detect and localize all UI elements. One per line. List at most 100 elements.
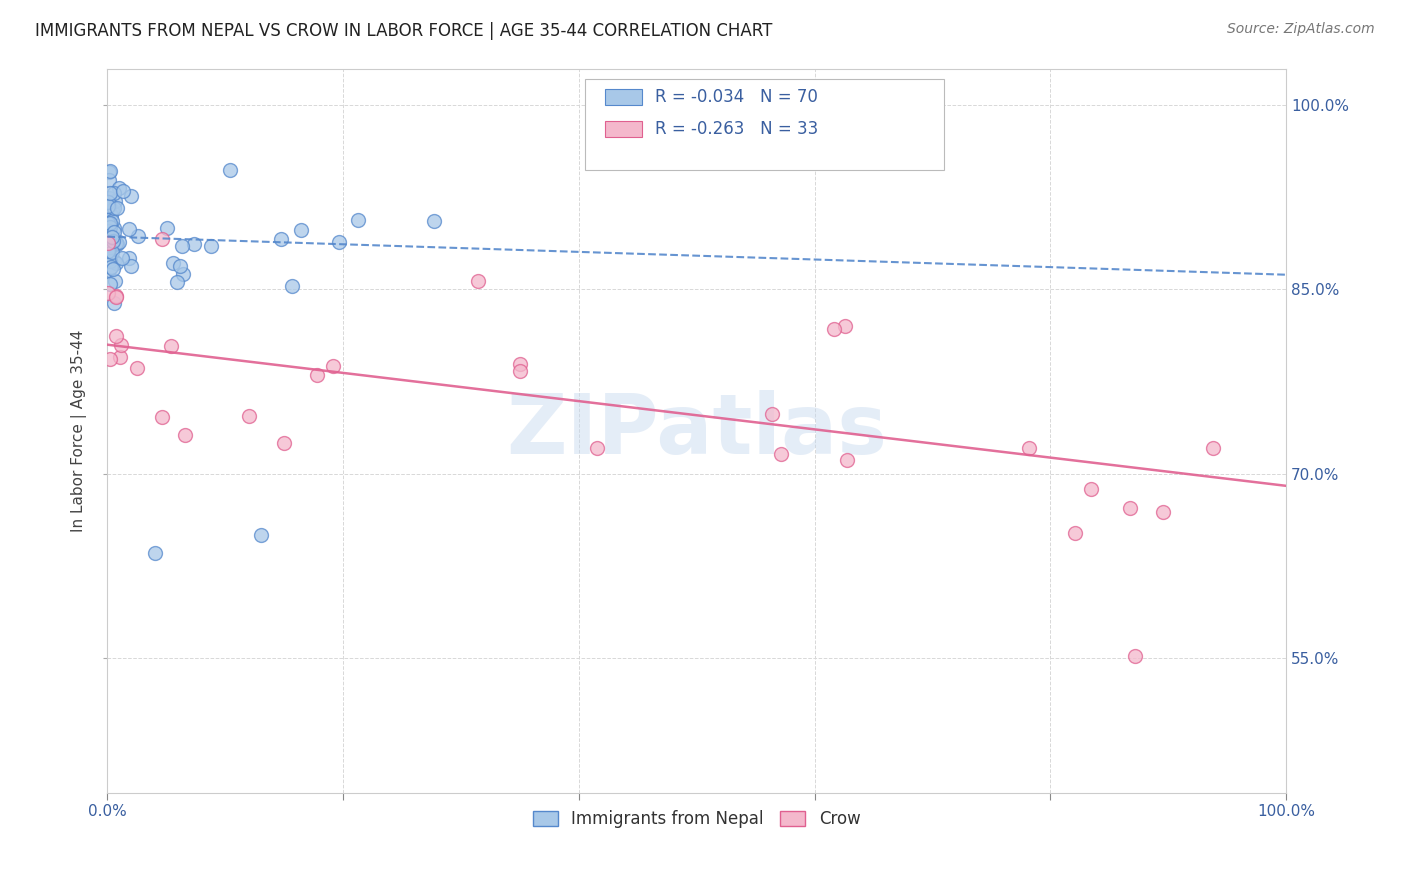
Point xyxy=(1080,482,1102,496)
Point xyxy=(97,247,120,261)
Point xyxy=(101,234,124,248)
Point xyxy=(103,225,125,239)
Point xyxy=(104,328,127,343)
Point xyxy=(98,199,121,213)
Text: IMMIGRANTS FROM NEPAL VS CROW IN LABOR FORCE | AGE 35-44 CORRELATION CHART: IMMIGRANTS FROM NEPAL VS CROW IN LABOR F… xyxy=(35,22,772,40)
Point xyxy=(103,221,125,235)
Point xyxy=(101,244,124,259)
Point xyxy=(823,322,845,336)
Point xyxy=(1202,441,1225,455)
Point xyxy=(97,242,120,256)
Point xyxy=(103,295,125,310)
Point xyxy=(162,256,184,270)
Point xyxy=(160,339,183,353)
Point xyxy=(108,350,131,364)
Point xyxy=(509,364,531,378)
Point xyxy=(100,209,122,223)
FancyBboxPatch shape xyxy=(605,120,643,136)
Point xyxy=(169,259,191,273)
Point xyxy=(101,214,124,228)
Point xyxy=(97,230,120,244)
Text: R = -0.263   N = 33: R = -0.263 N = 33 xyxy=(655,120,818,137)
Point xyxy=(770,447,793,461)
Point xyxy=(120,260,142,274)
Point xyxy=(172,239,194,253)
Point xyxy=(219,163,242,178)
Point xyxy=(105,255,128,269)
Point xyxy=(97,236,120,251)
Point xyxy=(1018,441,1040,455)
FancyBboxPatch shape xyxy=(585,79,945,169)
Legend: Immigrants from Nepal, Crow: Immigrants from Nepal, Crow xyxy=(526,804,868,835)
Point xyxy=(104,274,127,288)
Point xyxy=(104,194,127,209)
Point xyxy=(97,213,120,227)
Point xyxy=(467,274,489,288)
Point xyxy=(586,442,609,456)
Point xyxy=(98,164,121,178)
Point xyxy=(101,236,124,251)
Point xyxy=(100,260,122,274)
Point xyxy=(97,224,120,238)
Point xyxy=(105,202,128,216)
Point xyxy=(150,232,173,246)
Point xyxy=(834,318,856,333)
Point xyxy=(280,279,302,293)
Point xyxy=(97,165,120,179)
Point xyxy=(111,251,134,265)
Point xyxy=(156,221,179,235)
Point xyxy=(183,236,205,251)
Point xyxy=(305,368,328,383)
Point xyxy=(1123,649,1146,664)
Point xyxy=(270,232,292,246)
Point xyxy=(104,289,127,303)
Point xyxy=(761,407,783,421)
Point xyxy=(509,358,531,372)
Point xyxy=(103,254,125,268)
Point xyxy=(101,229,124,244)
Point xyxy=(118,221,141,235)
Point xyxy=(98,216,121,230)
Point xyxy=(97,252,120,266)
Point xyxy=(150,410,173,425)
Point xyxy=(322,359,344,374)
Point xyxy=(107,181,129,195)
Point xyxy=(238,409,260,424)
Point xyxy=(249,528,271,542)
Point xyxy=(328,235,350,250)
Point xyxy=(273,436,295,450)
Text: ZIPatlas: ZIPatlas xyxy=(506,390,887,471)
Point xyxy=(200,239,222,253)
Point xyxy=(112,184,135,198)
Point xyxy=(1119,500,1142,515)
Point xyxy=(105,235,128,250)
Point xyxy=(97,244,120,258)
Text: Source: ZipAtlas.com: Source: ZipAtlas.com xyxy=(1227,22,1375,37)
Point xyxy=(125,361,148,376)
Point xyxy=(172,267,194,281)
Point xyxy=(104,290,127,304)
Point xyxy=(97,199,120,213)
Point xyxy=(837,452,859,467)
Point xyxy=(166,275,188,289)
Point xyxy=(107,235,129,249)
Point xyxy=(98,191,121,205)
Point xyxy=(1063,525,1085,540)
Point xyxy=(98,254,121,268)
Point xyxy=(97,194,120,209)
Point xyxy=(120,189,142,203)
Point xyxy=(117,251,139,265)
Point xyxy=(103,262,125,277)
Point xyxy=(97,285,120,300)
Point xyxy=(97,243,120,257)
Point xyxy=(127,229,149,244)
Text: R = -0.034   N = 70: R = -0.034 N = 70 xyxy=(655,87,818,106)
Point xyxy=(98,262,121,277)
Point xyxy=(103,201,125,215)
Point xyxy=(290,223,312,237)
Point xyxy=(347,212,370,227)
Point xyxy=(103,186,125,200)
Point xyxy=(97,216,120,230)
Y-axis label: In Labor Force | Age 35-44: In Labor Force | Age 35-44 xyxy=(72,329,87,532)
Point xyxy=(423,213,446,227)
